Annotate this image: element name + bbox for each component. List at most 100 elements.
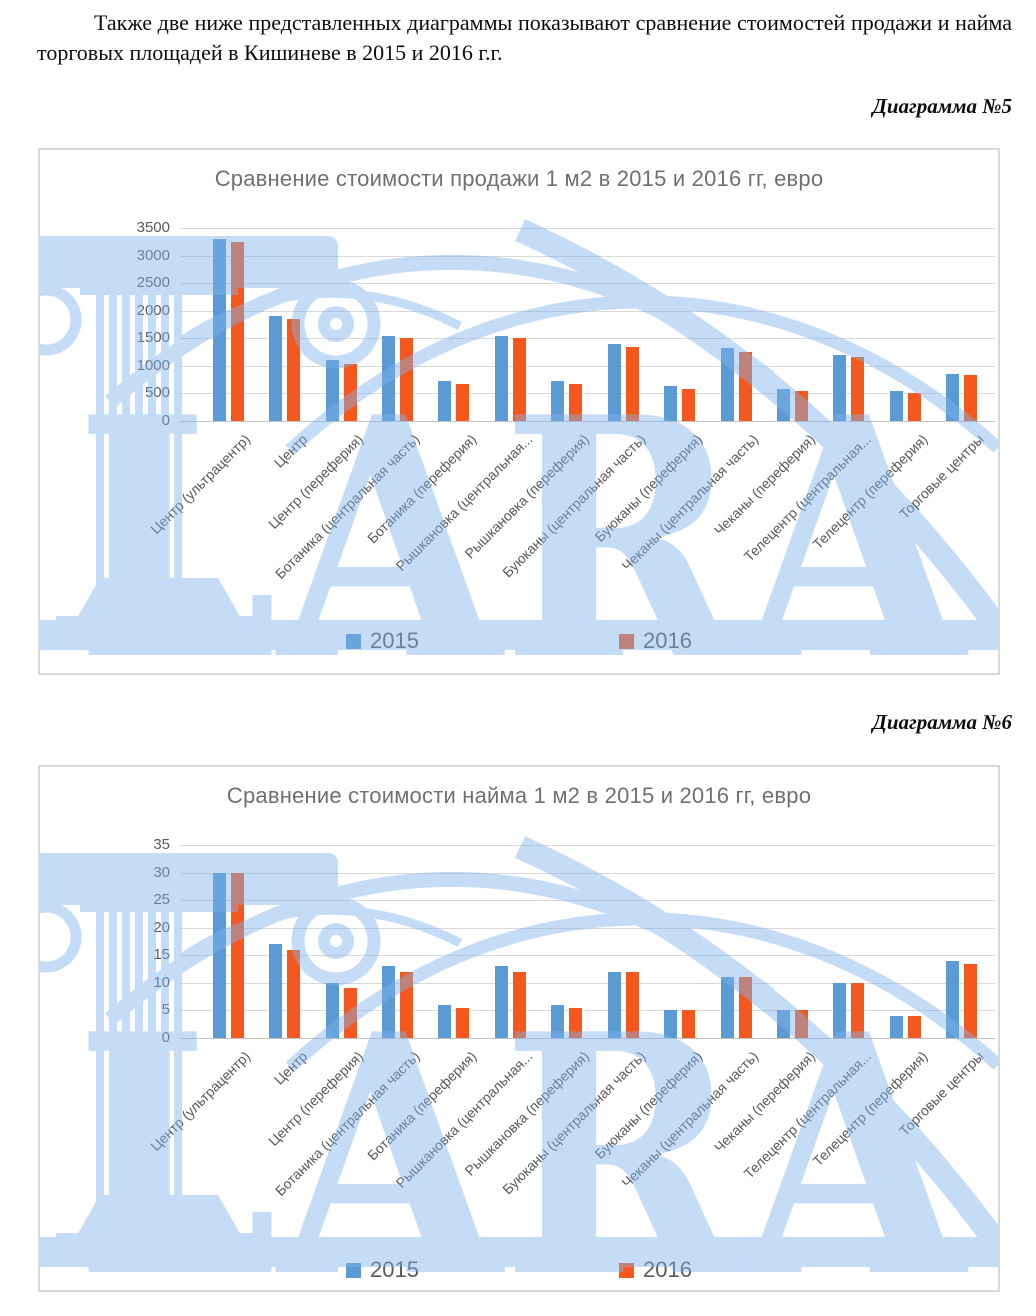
bar-2016 xyxy=(795,1010,808,1038)
bar-2015 xyxy=(664,386,678,421)
x-axis-category-label: Чеканы (переферия) xyxy=(710,431,818,539)
y-axis-tick-label: 2500 xyxy=(136,274,170,292)
bar-2016 xyxy=(230,241,244,421)
x-axis-category-label: Телецентр (переферия) xyxy=(809,1048,931,1170)
legend-label-2016: 2016 xyxy=(643,1257,692,1282)
chart-title: Сравнение стоимости продажи 1 м2 в 2015 … xyxy=(214,166,824,191)
bar-2016 xyxy=(343,988,357,1038)
bar-2015 xyxy=(889,391,903,421)
bar-2015 xyxy=(889,1015,903,1038)
bar-2016 xyxy=(625,971,639,1038)
bar-2016 xyxy=(569,384,583,421)
x-axis-category-label: Центр (переферия) xyxy=(265,431,367,532)
x-axis-category-label: Буюканы (переферия) xyxy=(591,431,705,545)
bar-2015 xyxy=(325,360,339,421)
bar-2016 xyxy=(287,318,301,421)
legend-label-2015: 2015 xyxy=(370,1257,419,1282)
y-axis-tick-label: 0 xyxy=(161,412,170,429)
legend-marker-2015 xyxy=(346,1262,362,1278)
bar-2016 xyxy=(907,1015,921,1038)
bar-2016 xyxy=(964,375,978,421)
y-axis-tick-label: 0 xyxy=(161,1029,170,1046)
legend-marker-2016 xyxy=(619,1262,634,1278)
bar-2016 xyxy=(287,949,301,1038)
bar-2016 xyxy=(456,384,470,421)
bar-2016 xyxy=(625,346,639,421)
y-axis-tick-label: 30 xyxy=(153,863,170,881)
legend-item-2016: 2016 xyxy=(619,628,692,654)
bar-2015 xyxy=(382,335,395,421)
bar-2015 xyxy=(607,344,621,421)
bar-2016 xyxy=(795,390,808,421)
bar-2015 xyxy=(777,389,790,421)
bar-2015 xyxy=(382,966,395,1038)
bar-2016 xyxy=(851,982,865,1038)
chart-rent-price-comparison: Сравнение стоимости найма 1 м2 в 2015 и … xyxy=(38,765,1000,1292)
gridline xyxy=(180,283,995,285)
y-axis-tick-label: 35 xyxy=(153,836,170,853)
bar-2015 xyxy=(946,960,960,1038)
bar-2016 xyxy=(512,338,526,421)
gridline xyxy=(180,1010,995,1012)
bar-2016 xyxy=(456,1007,470,1038)
bar-2015 xyxy=(833,982,847,1038)
gridline xyxy=(180,365,995,367)
bar-2016 xyxy=(682,389,696,421)
gridline xyxy=(180,393,995,395)
bar-2016 xyxy=(230,872,244,1038)
bar-2016 xyxy=(682,1010,696,1038)
bar-2015 xyxy=(438,1004,452,1038)
y-axis-tick-label: 1500 xyxy=(136,329,170,347)
bar-2015 xyxy=(720,977,734,1038)
bar-2015 xyxy=(551,1004,565,1038)
chart-legend: 2015 2016 xyxy=(40,628,998,654)
bar-2015 xyxy=(720,348,734,421)
y-axis-tick-label: 2000 xyxy=(136,301,170,319)
bar-2016 xyxy=(964,963,978,1038)
legend-marker-2016 xyxy=(619,633,634,649)
diagram6-caption: Диаграмма №6 xyxy=(872,710,1012,734)
bar-2015 xyxy=(607,971,621,1038)
gridline xyxy=(180,955,995,957)
bar-2016 xyxy=(400,338,413,421)
bar-2016 xyxy=(343,363,357,421)
x-axis-category-label: Центр xyxy=(270,431,310,471)
bar-2015 xyxy=(438,381,452,421)
gridline xyxy=(180,255,995,257)
gridline xyxy=(180,338,995,340)
bar-2016 xyxy=(738,977,752,1038)
gridline xyxy=(180,982,995,984)
bar-2015 xyxy=(269,944,283,1038)
x-axis-category-label: Буюканы (переферия) xyxy=(591,1048,705,1162)
chart-legend: 2015 2016 xyxy=(40,1257,998,1283)
bar-2015 xyxy=(777,1010,790,1038)
y-axis-tick-label: 5 xyxy=(161,1001,170,1019)
chart-title: Сравнение стоимости найма 1 м2 в 2015 и … xyxy=(226,783,812,808)
diagram5-caption: Диаграмма №5 xyxy=(872,94,1012,118)
y-axis-tick-label: 10 xyxy=(153,973,170,991)
bar-2016 xyxy=(569,1007,583,1038)
bar-2016 xyxy=(400,971,413,1038)
x-axis-category-label: Ботаника (переферия) xyxy=(363,1048,480,1164)
bar-2015 xyxy=(664,1010,678,1038)
chart-sale-price-comparison: Сравнение стоимости продажи 1 м2 в 2015 … xyxy=(38,148,1000,675)
x-axis-category-label: Центр (ультрацентр) xyxy=(147,1048,254,1155)
y-axis-tick-label: 15 xyxy=(153,946,170,964)
bar-2015 xyxy=(551,381,565,421)
x-axis-category-label: Телецентр (переферия) xyxy=(809,431,931,553)
gridline xyxy=(180,421,995,422)
bar-2015 xyxy=(269,316,283,421)
bar-2016 xyxy=(512,971,526,1038)
x-axis-category-label: Центр (ультрацентр) xyxy=(147,431,254,538)
legend-item-2015: 2015 xyxy=(346,628,419,654)
y-axis-tick-label: 20 xyxy=(153,918,170,936)
bar-2016 xyxy=(851,357,865,421)
bar-2016 xyxy=(907,393,921,421)
x-axis-category-label: Центр (переферия) xyxy=(265,1048,367,1149)
gridline xyxy=(180,845,995,846)
gridline xyxy=(180,900,995,902)
y-axis-tick-label: 1000 xyxy=(136,356,170,374)
y-axis-tick-label: 25 xyxy=(153,891,170,909)
y-axis-tick-label: 500 xyxy=(144,384,170,402)
